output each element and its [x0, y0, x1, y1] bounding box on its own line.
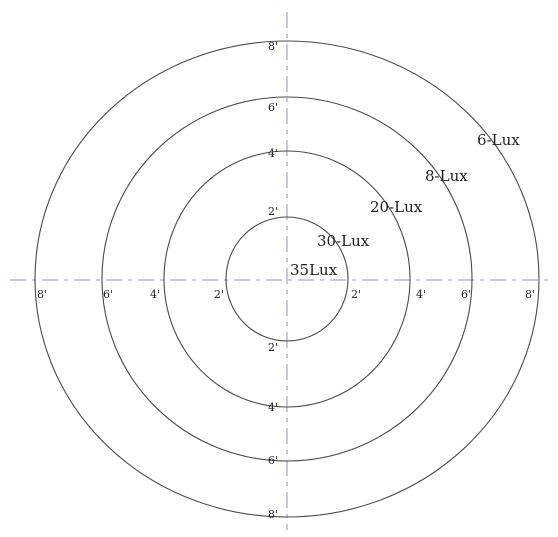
top-label-2ft: 2' [268, 205, 278, 218]
bottom-label-2ft: 2' [268, 341, 278, 354]
bottom-label-8ft: 8' [268, 508, 278, 521]
lux-label-2ft: 30-Lux [317, 232, 370, 250]
top-label-6ft: 6' [268, 101, 278, 114]
right-label-2ft: 2' [351, 288, 361, 301]
right-label-6ft: 6' [461, 288, 471, 301]
ring-8ft [34, 40, 540, 518]
right-label-4ft: 4' [416, 288, 426, 301]
left-label-4ft: 4' [150, 288, 160, 301]
ring-2ft [225, 216, 349, 342]
left-label-6ft: 6' [103, 288, 113, 301]
ring-4ft [163, 150, 411, 408]
top-label-4ft: 4' [268, 147, 278, 160]
right-label-8ft: 8' [525, 288, 535, 301]
top-label-8ft: 8' [268, 40, 278, 53]
lux-label-center: 35Lux [290, 261, 338, 279]
bottom-label-4ft: 4' [268, 401, 278, 414]
lux-label-6ft: 8-Lux [425, 167, 468, 185]
bottom-label-6ft: 6' [268, 454, 278, 467]
ring-6ft [101, 96, 473, 462]
lux-label-4ft: 20-Lux [370, 198, 423, 216]
left-label-2ft: 2' [214, 288, 224, 301]
left-label-8ft: 8' [37, 288, 47, 301]
lux-label-8ft: 6-Lux [477, 131, 520, 149]
